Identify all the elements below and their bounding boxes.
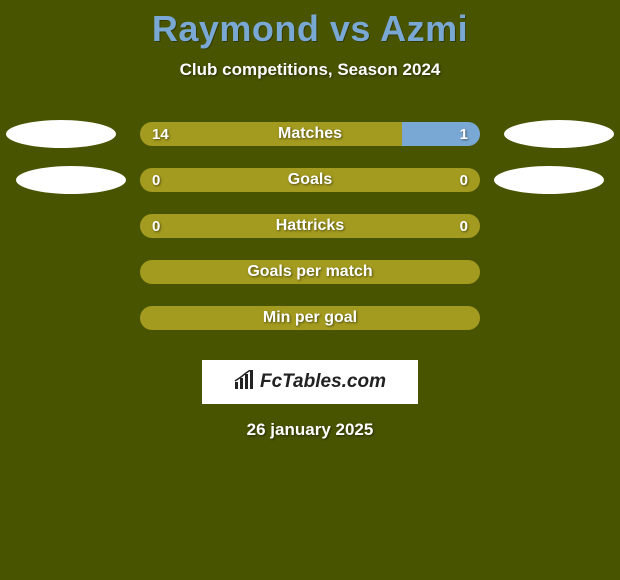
- chart-icon: [234, 370, 256, 395]
- stat-value-left: 14: [152, 126, 169, 143]
- stat-row: Min per goal: [0, 306, 620, 352]
- stat-bar-right: 1: [402, 122, 480, 146]
- page-title: Raymond vs Azmi: [0, 0, 620, 50]
- stat-value-left: 0: [152, 172, 160, 189]
- player-ellipse-right: [504, 120, 614, 148]
- stat-bar: Min per goal: [140, 306, 480, 330]
- stat-row: 00Goals: [0, 168, 620, 214]
- stat-value-right: 1: [460, 126, 468, 143]
- stat-bar-left: [140, 260, 480, 284]
- stat-bar: 00Hattricks: [140, 214, 480, 238]
- stat-bar: Goals per match: [140, 260, 480, 284]
- page-subtitle: Club competitions, Season 2024: [0, 60, 620, 80]
- player-ellipse-left: [16, 166, 126, 194]
- stat-rows: 141Matches00Goals00HattricksGoals per ma…: [0, 122, 620, 352]
- stat-bar-left: 00: [140, 214, 480, 238]
- stat-bar-left: 14: [140, 122, 402, 146]
- logo-inner: FcTables.com: [234, 370, 386, 395]
- logo-text: FcTables.com: [260, 371, 386, 393]
- player-ellipse-left: [6, 120, 116, 148]
- stat-bar: 141Matches: [140, 122, 480, 146]
- player-ellipse-right: [494, 166, 604, 194]
- logo-box: FcTables.com: [202, 360, 418, 404]
- stat-bar-left: [140, 306, 480, 330]
- stat-row: Goals per match: [0, 260, 620, 306]
- stat-value-right: 0: [460, 214, 468, 238]
- stat-value-left: 0: [152, 218, 160, 235]
- date-text: 26 january 2025: [0, 420, 620, 440]
- stat-value-right: 0: [460, 168, 468, 192]
- stat-row: 00Hattricks: [0, 214, 620, 260]
- stat-bar-left: 00: [140, 168, 480, 192]
- stat-row: 141Matches: [0, 122, 620, 168]
- stat-bar: 00Goals: [140, 168, 480, 192]
